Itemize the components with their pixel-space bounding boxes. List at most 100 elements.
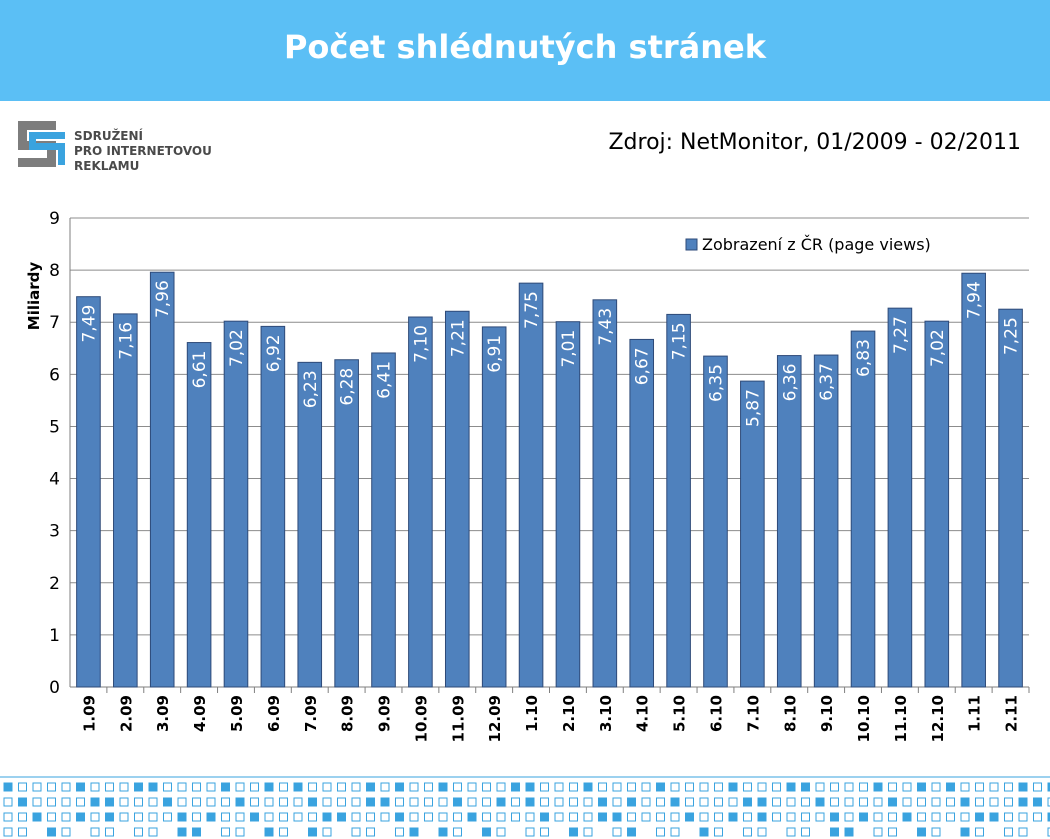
logo-line-1: SDRUŽENÍ — [74, 129, 143, 143]
pattern-square — [308, 812, 317, 822]
bar — [518, 282, 544, 688]
pattern-square — [801, 812, 810, 822]
y-tick-label: 7 — [49, 313, 60, 333]
pattern-square — [699, 827, 709, 837]
pattern-square — [902, 782, 912, 792]
pattern-square — [90, 827, 100, 837]
bar — [334, 359, 359, 688]
pattern-square — [525, 812, 535, 822]
pattern-square — [119, 782, 129, 792]
y-tick-label: 1 — [49, 626, 60, 646]
pattern-square — [757, 782, 767, 792]
pattern-square — [482, 797, 491, 807]
pattern-square — [757, 827, 767, 837]
pattern-square — [1047, 782, 1050, 792]
data-label: 6,67 — [633, 347, 653, 385]
pattern-square — [496, 812, 506, 822]
pattern-square — [656, 812, 665, 822]
data-label: 7,27 — [891, 316, 911, 354]
pattern-square — [757, 797, 767, 807]
y-tick-label: 4 — [49, 470, 60, 490]
pattern-square — [714, 782, 723, 792]
x-tick-label: 9.09 — [376, 695, 394, 732]
legend-swatch — [685, 238, 698, 251]
pattern-square — [975, 797, 984, 807]
pattern-square — [322, 812, 332, 822]
pattern-square — [61, 782, 71, 792]
pattern-square — [366, 782, 375, 792]
pattern-square — [569, 782, 578, 792]
data-label: 7,02 — [928, 329, 948, 367]
pattern-square — [424, 812, 433, 822]
pattern-square — [380, 797, 390, 807]
pattern-square — [3, 797, 13, 807]
pattern-square — [322, 797, 332, 807]
y-tick-label: 3 — [49, 522, 60, 542]
pattern-square — [177, 812, 187, 822]
pattern-square — [540, 812, 549, 822]
bar — [629, 338, 655, 688]
pattern-square — [163, 812, 172, 822]
pattern-square — [366, 827, 375, 837]
pattern-square — [1004, 812, 1013, 822]
pattern-square — [844, 827, 854, 837]
x-tick-label: 1.11 — [966, 695, 984, 732]
pattern-square — [395, 797, 404, 807]
pattern-square — [351, 797, 361, 807]
data-label: 6,28 — [338, 368, 358, 406]
pattern-square — [931, 827, 941, 837]
pattern-square — [975, 782, 984, 792]
pattern-square — [1004, 797, 1013, 807]
pattern-square — [554, 782, 564, 792]
pattern-square — [888, 812, 897, 822]
y-tick-label: 5 — [49, 417, 60, 437]
pattern-square — [351, 812, 361, 822]
pattern-square — [366, 812, 375, 822]
pattern-square — [772, 812, 781, 822]
pattern-square — [946, 782, 955, 792]
x-tick-label: 6.10 — [707, 695, 725, 732]
pattern-square — [134, 812, 143, 822]
pattern-square — [424, 797, 433, 807]
data-label: 7,96 — [153, 280, 173, 318]
logo-line-3: REKLAMU — [74, 159, 140, 173]
pattern-square — [1033, 782, 1042, 792]
pattern-square — [844, 812, 854, 822]
pattern-square — [815, 812, 825, 822]
pattern-square — [134, 797, 143, 807]
pattern-square — [47, 782, 56, 792]
pattern-square — [931, 797, 941, 807]
x-tick-label: 7.10 — [744, 695, 762, 732]
pattern-square — [351, 782, 361, 792]
pattern-square — [18, 812, 27, 822]
pattern-square — [105, 812, 114, 822]
bar — [408, 316, 433, 688]
x-tick-label: 8.10 — [781, 695, 799, 732]
pattern-square — [206, 812, 216, 822]
y-tick-label: 0 — [49, 678, 60, 698]
pattern-square — [656, 797, 665, 807]
pattern-square — [511, 812, 520, 822]
pattern-square — [830, 812, 839, 822]
pattern-square — [264, 827, 274, 837]
pattern-square — [438, 782, 448, 792]
pattern-square — [627, 827, 636, 837]
x-tick-label: 5.10 — [671, 695, 689, 732]
data-label: 7,49 — [79, 305, 99, 343]
data-label: 7,94 — [965, 281, 985, 319]
pattern-square — [250, 797, 259, 807]
pattern-square — [685, 812, 694, 822]
bar — [961, 272, 986, 688]
pattern-square — [395, 812, 404, 822]
data-label: 7,25 — [1002, 317, 1022, 355]
pattern-square — [192, 812, 201, 822]
pattern-square — [293, 812, 303, 822]
pattern-square — [960, 812, 970, 822]
pattern-square — [1018, 782, 1028, 792]
pattern-square — [235, 782, 245, 792]
pattern-square — [1047, 812, 1050, 822]
pattern-square — [511, 797, 520, 807]
pattern-square — [598, 812, 607, 822]
logo: SDRUŽENÍ PRO INTERNETOVOU REKLAMU — [16, 119, 212, 175]
pattern-square — [815, 797, 825, 807]
